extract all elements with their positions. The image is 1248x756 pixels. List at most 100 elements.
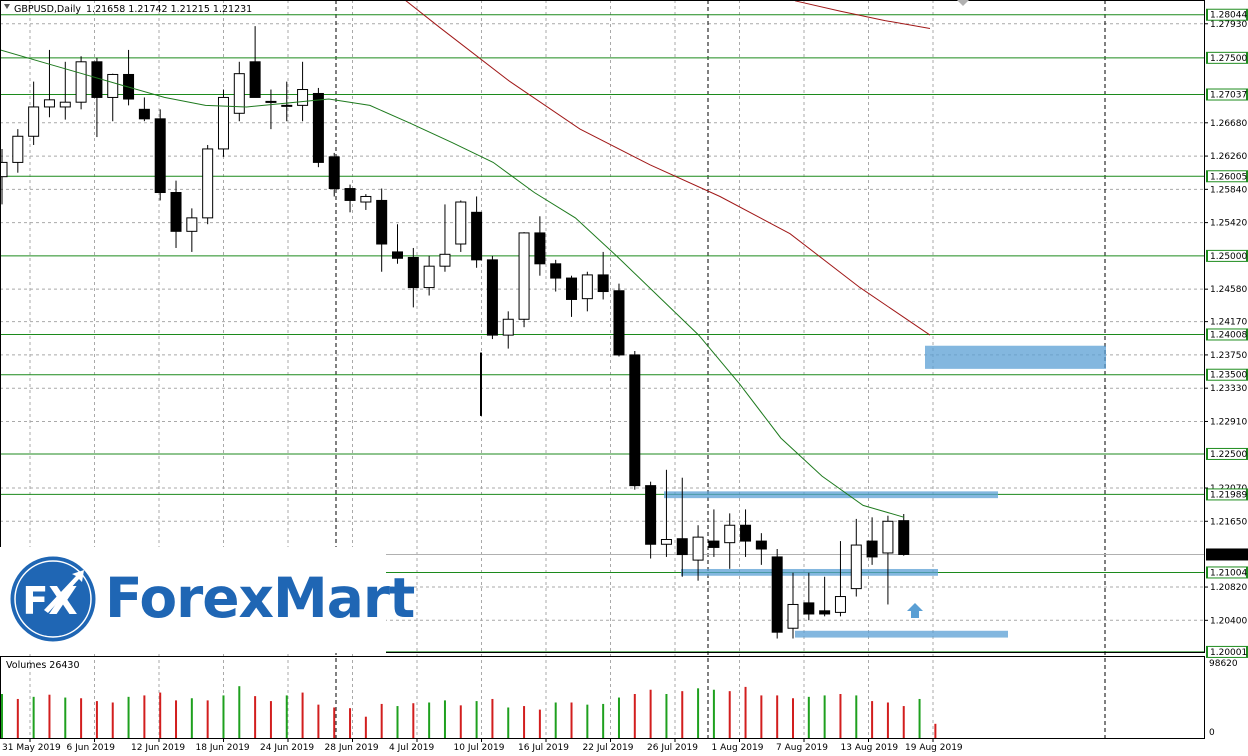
candle-18 bbox=[281, 81, 293, 122]
candle-body-4 bbox=[59, 101, 71, 108]
level-tag-3-inner bbox=[1208, 171, 1246, 182]
candle-53 bbox=[834, 541, 846, 617]
y-tick-label-7: 1.23750 bbox=[1210, 351, 1247, 361]
y-tick-label-13: 1.20400 bbox=[1210, 616, 1247, 626]
candle-body-54 bbox=[850, 544, 862, 590]
candle-body-43 bbox=[676, 538, 688, 556]
candle-body-25 bbox=[392, 251, 403, 259]
highlight-zone-1 bbox=[664, 491, 998, 499]
level-tag-6: 1.23500 bbox=[1210, 371, 1247, 381]
candle-body-53 bbox=[834, 596, 846, 613]
candle-34 bbox=[534, 216, 546, 276]
candle-44 bbox=[692, 525, 704, 581]
candle-33 bbox=[518, 232, 530, 328]
y-tick-label-1: 1.26680 bbox=[1210, 119, 1247, 129]
candle-body-46 bbox=[724, 524, 736, 544]
chart-shift-marker-icon[interactable] bbox=[957, 0, 969, 6]
candle-47 bbox=[740, 509, 752, 557]
candle-9 bbox=[138, 97, 150, 122]
level-tag-7: 1.22500 bbox=[1210, 450, 1247, 460]
y-tick-label-12: 1.20820 bbox=[1210, 583, 1247, 593]
candle-body-47 bbox=[740, 524, 752, 542]
candle-body-42 bbox=[660, 539, 672, 545]
level-tag-1: 1.27500 bbox=[1210, 54, 1247, 64]
x-tick-label-12: 7 Aug 2019 bbox=[776, 743, 828, 753]
candle-body-15 bbox=[233, 73, 245, 114]
candle-body-22 bbox=[344, 188, 356, 201]
candle-21 bbox=[328, 152, 340, 197]
candle-body-16 bbox=[249, 61, 261, 98]
y-tick-label-0: 1.27930 bbox=[1210, 20, 1247, 30]
candle-43 bbox=[676, 477, 688, 577]
candle-body-57 bbox=[898, 520, 910, 555]
level-tag-10: 1.20001 bbox=[1210, 648, 1247, 658]
zones-layer bbox=[664, 345, 1106, 638]
y-tick-label-8: 1.23330 bbox=[1210, 384, 1247, 394]
level-tag-3: 1.26005 bbox=[1210, 172, 1247, 182]
collapse-triangle-icon[interactable] bbox=[4, 4, 10, 9]
volume-bars-layer bbox=[1, 686, 937, 738]
candle-body-10 bbox=[154, 118, 166, 194]
candle-29 bbox=[455, 200, 467, 252]
level-tag-7-inner bbox=[1208, 448, 1246, 459]
candle-36 bbox=[566, 275, 578, 317]
candle-body-0 bbox=[0, 161, 8, 178]
candle-54 bbox=[850, 518, 862, 597]
candle-55 bbox=[866, 517, 878, 565]
forexmart-logo: FX ForexMart bbox=[0, 547, 415, 653]
highlight-zone-2 bbox=[681, 568, 938, 576]
x-tick-label-3: 18 Jun 2019 bbox=[196, 743, 250, 753]
candle-body-51 bbox=[803, 602, 815, 615]
ma-slow-line bbox=[404, 0, 931, 336]
level-tag-2-inner bbox=[1208, 89, 1246, 100]
candle-45 bbox=[708, 509, 720, 557]
y-tick-label-11: 1.21650 bbox=[1210, 517, 1247, 527]
candle-14 bbox=[217, 89, 229, 157]
y-tick-label-6: 1.24170 bbox=[1210, 318, 1247, 328]
candle-15 bbox=[233, 61, 245, 122]
candle-16 bbox=[249, 26, 261, 98]
x-tick-label-1: 6 Jun 2019 bbox=[67, 743, 116, 753]
chart-header-symbol: GBPUSD,Daily bbox=[14, 4, 81, 15]
level-tag-8: 1.21989 bbox=[1210, 490, 1247, 500]
level-tag-6-inner bbox=[1208, 369, 1246, 380]
candle-body-26 bbox=[407, 256, 419, 289]
current-price-tag: 1.21231 bbox=[1210, 550, 1247, 560]
candle-body-30 bbox=[471, 211, 483, 261]
x-tick-label-4: 24 Jun 2019 bbox=[260, 743, 314, 753]
candle-20 bbox=[312, 87, 324, 168]
time-axis-layer: 31 May 2019 6 Jun 2019 12 Jun 2019 18 Jun 2… bbox=[2, 738, 963, 753]
x-tick-label-2: 12 Jun 2019 bbox=[131, 743, 185, 753]
candle-body-33 bbox=[518, 232, 530, 320]
x-tick-label-13: 13 Aug 2019 bbox=[841, 743, 899, 753]
main-panel-frame bbox=[0, 0, 1205, 653]
x-tick-label-14: 19 Aug 2019 bbox=[905, 743, 963, 753]
candle-7 bbox=[107, 73, 119, 122]
candle-body-9 bbox=[138, 108, 150, 120]
candle-35 bbox=[550, 259, 562, 292]
candle-4 bbox=[59, 61, 71, 120]
candle-body-20 bbox=[312, 92, 324, 163]
candle-body-1 bbox=[12, 135, 24, 163]
level-tag-1-inner bbox=[1208, 52, 1246, 63]
candle-11 bbox=[170, 180, 182, 248]
moving-averages-layer bbox=[0, 0, 931, 518]
price-levels-layer bbox=[0, 14, 1204, 653]
candle-body-31 bbox=[486, 259, 498, 336]
volume-panel-label: Volumes 26430 bbox=[6, 660, 80, 671]
candle-body-18 bbox=[281, 104, 293, 107]
candle-body-5 bbox=[75, 61, 87, 103]
x-tick-label-8: 16 Jul 2019 bbox=[518, 743, 569, 753]
candle-26 bbox=[407, 247, 419, 308]
candle-32 bbox=[502, 311, 514, 349]
candle-3 bbox=[43, 49, 55, 118]
candle-57 bbox=[898, 513, 910, 556]
candle-41 bbox=[645, 481, 657, 559]
candle-5 bbox=[75, 56, 87, 110]
y-tick-label-3: 1.25840 bbox=[1210, 185, 1247, 195]
ma-fast-line bbox=[0, 49, 905, 518]
volume-panel-frame bbox=[0, 656, 1205, 739]
level-tag-8-inner bbox=[1208, 489, 1246, 500]
current-price-tag-bg bbox=[1206, 548, 1248, 561]
y-tick-label-4: 1.25420 bbox=[1210, 219, 1247, 229]
